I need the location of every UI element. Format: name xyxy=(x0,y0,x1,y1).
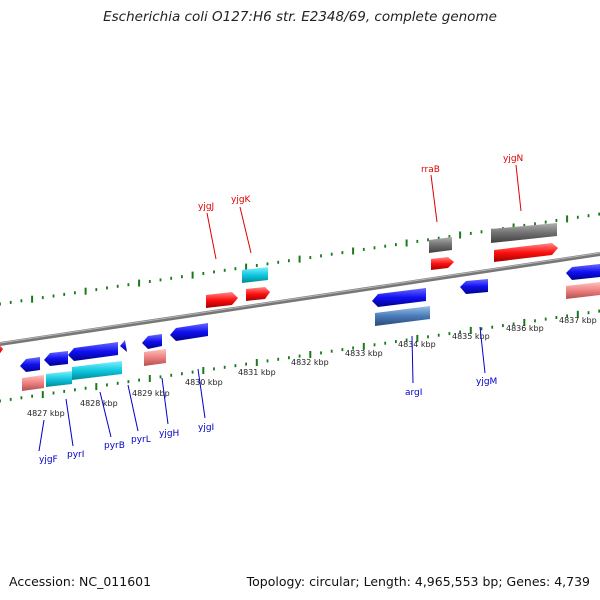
gene-label-pyrL: pyrL xyxy=(131,435,151,445)
kbp-label: 4830 kbp xyxy=(185,378,223,387)
gene-block xyxy=(491,223,557,243)
gene-label-pyrI: pyrI xyxy=(67,450,84,460)
reverse-tick-row xyxy=(0,309,600,403)
gene-label-pyrB: pyrB xyxy=(104,441,125,451)
genome-title: Escherichia coli O127:H6 str. E2348/69, … xyxy=(103,9,497,25)
kbp-label: 4828 kbp xyxy=(80,399,118,408)
gene-arrow xyxy=(68,342,118,361)
reverse-genes[interactable] xyxy=(20,264,600,391)
gene-label-yjgF: yjgF xyxy=(39,455,58,465)
kbp-label: 4836 kbp xyxy=(506,324,544,333)
kbp-label: 4833 kbp xyxy=(345,349,383,358)
gene-arrow xyxy=(566,264,600,280)
kbp-label: 4829 kbp xyxy=(132,389,170,398)
gene-arrow xyxy=(170,323,208,341)
gene-label-yjgJ: yjgJ xyxy=(198,202,214,212)
gene-label-yjgH: yjgH xyxy=(159,429,179,439)
gene-arrow xyxy=(20,357,40,372)
gene-block xyxy=(566,282,600,299)
gene-arrow xyxy=(206,292,238,308)
gene-block xyxy=(22,375,44,391)
gene-label-yjgN: yjgN xyxy=(503,154,523,164)
kbp-label: 4827 kbp xyxy=(27,409,65,418)
gene-label-yjgM: yjgM xyxy=(476,377,497,387)
reverse-gene-labels: yjgF pyrI pyrB pyrL yjgH yjgI argI yjgM xyxy=(38,326,497,465)
gene-block xyxy=(429,237,452,253)
gene-arrow xyxy=(120,340,127,352)
genome-backbone xyxy=(0,252,600,346)
gene-arrow xyxy=(494,243,558,262)
gene-label-rraB: rraB xyxy=(421,165,440,175)
forward-gene-labels: yjgJ yjgK rraB yjgN xyxy=(198,154,523,260)
gene-arrow xyxy=(142,334,162,349)
gene-label-argI: argI xyxy=(405,388,422,398)
gene-arrow xyxy=(460,279,488,294)
forward-tick-row xyxy=(0,212,600,306)
gene-label-yjgI: yjgI xyxy=(198,423,214,433)
gene-block xyxy=(144,349,166,366)
kbp-label: 4834 kbp xyxy=(398,340,436,349)
kbp-labels: 4827 kbp 4828 kbp 4829 kbp 4830 kbp 4831… xyxy=(27,316,597,418)
gene-arrow xyxy=(246,287,270,301)
kbp-label: 4832 kbp xyxy=(291,358,329,367)
gene-label-yjgK: yjgK xyxy=(231,195,252,205)
gene-block xyxy=(375,306,430,326)
accession-text: Accession: NC_011601 xyxy=(9,574,152,589)
topology-text: Topology: circular; Length: 4,965,553 bp… xyxy=(246,574,590,589)
forward-genes[interactable] xyxy=(0,223,558,356)
kbp-label: 4831 kbp xyxy=(238,368,276,377)
gene-arrow xyxy=(431,257,454,270)
gene-arrow xyxy=(372,288,426,307)
gene-block xyxy=(46,371,72,387)
gene-arrow xyxy=(44,351,68,366)
gene-block xyxy=(242,267,268,283)
gene-arrow xyxy=(0,345,3,354)
gene-block xyxy=(72,361,122,380)
kbp-label: 4837 kbp xyxy=(559,316,597,325)
kbp-label: 4835 kbp xyxy=(452,332,490,341)
